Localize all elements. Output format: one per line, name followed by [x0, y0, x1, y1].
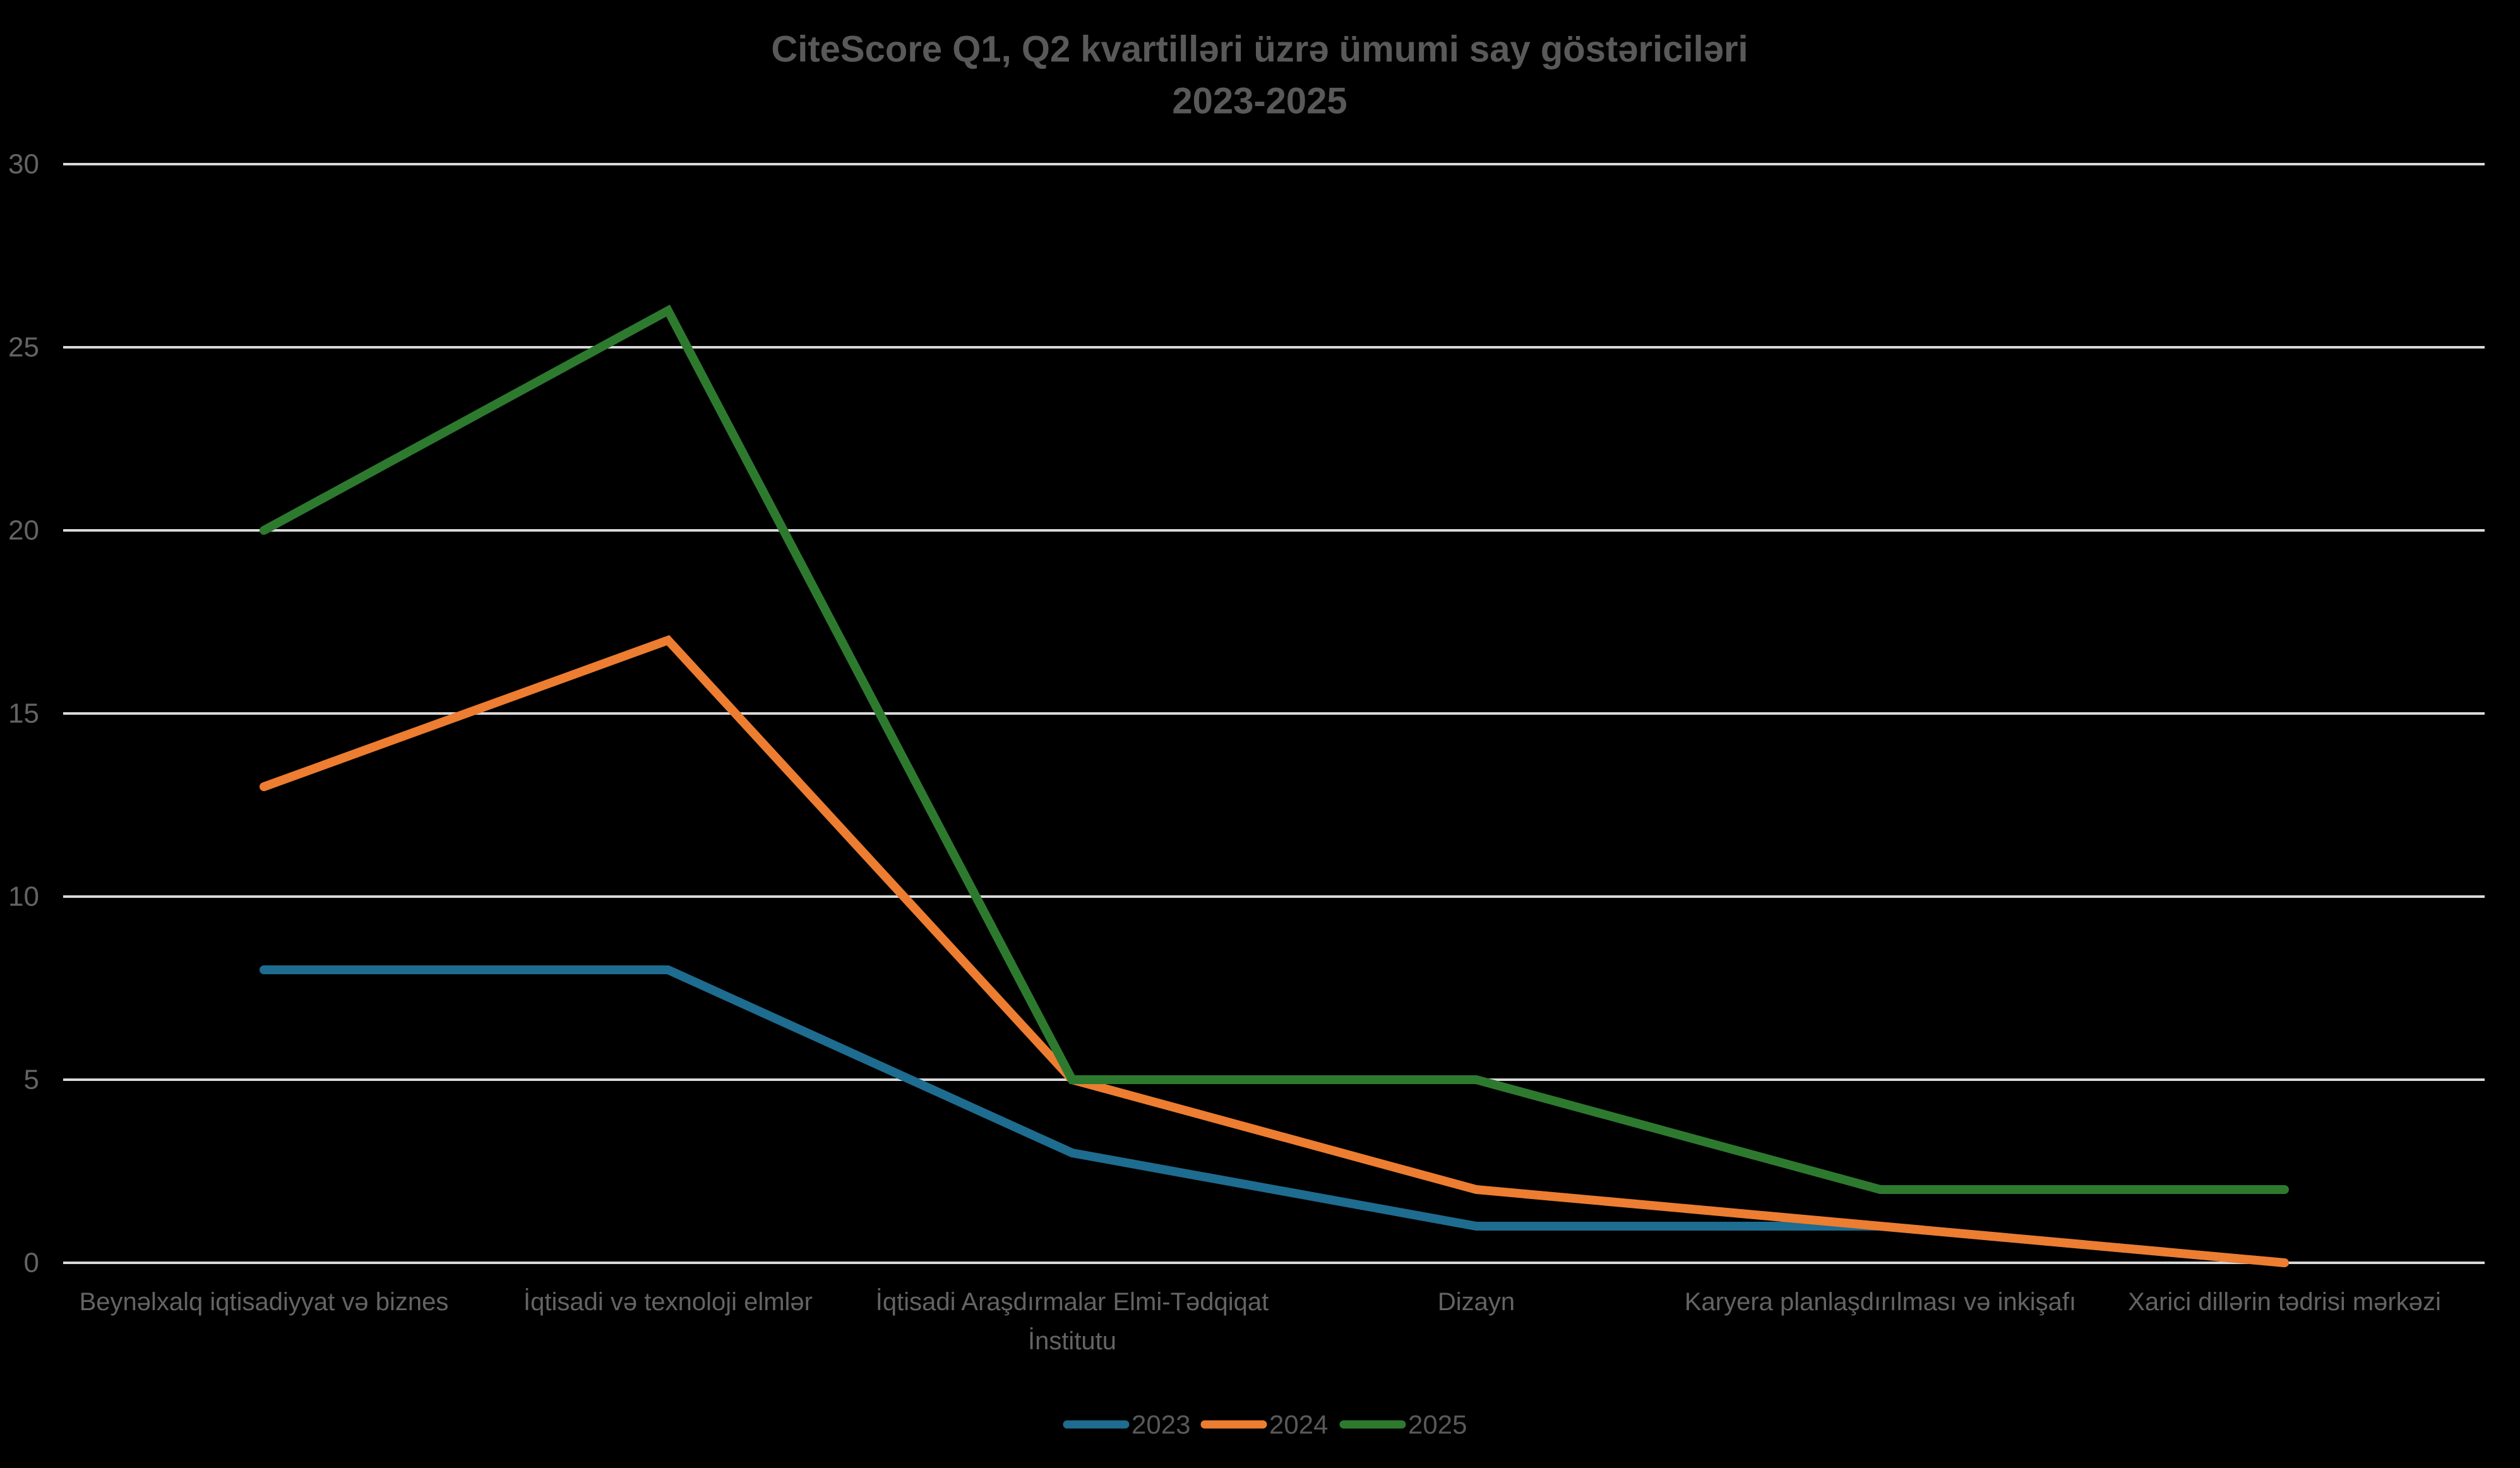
y-tick-label-25: 25: [8, 332, 39, 363]
gridlines: [63, 163, 2485, 1264]
legend: 2023 2024 2025: [1063, 1410, 1467, 1440]
x-category-label-6: Xarici dillərin tədrisi mərkəzi: [2128, 1288, 2441, 1316]
y-tick-label-10: 10: [8, 881, 39, 912]
x-category-label-2: İqtisadi və texnoloji elmlər: [523, 1287, 813, 1316]
y-axis-tick-labels: 0 5 10 15 20 25 30: [8, 149, 39, 1279]
legend-label-2024: 2024: [1269, 1410, 1328, 1440]
x-category-label-3-line2: İnstitutu: [1028, 1327, 1116, 1355]
y-tick-label-30: 30: [8, 149, 39, 180]
chart-title-line1: CiteScore Q1, Q2 kvartilləri üzrə ümumi …: [771, 29, 1748, 70]
chart-title-line2: 2023-2025: [1172, 81, 1347, 122]
series-lines: [260, 304, 2289, 1267]
legend-label-2025: 2025: [1408, 1410, 1467, 1440]
y-tick-label-15: 15: [8, 698, 39, 729]
y-tick-label-5: 5: [24, 1065, 39, 1095]
x-category-label-5: Karyera planlaşdırılması və inkişafı: [1685, 1288, 2076, 1316]
series-line-2024: [260, 635, 2289, 1267]
x-category-label-4: Dizayn: [1438, 1288, 1515, 1316]
x-category-label-3-line1: İqtisadi Araşdırmalar Elmi-Tədqiqat: [876, 1287, 1269, 1316]
y-tick-label-0: 0: [24, 1248, 39, 1279]
x-axis-category-labels: Beynəlxalq iqtisadiyyat və biznes İqtisad…: [80, 1287, 2441, 1355]
x-category-label-1: Beynəlxalq iqtisadiyyat və biznes: [80, 1288, 449, 1316]
y-tick-label-20: 20: [8, 515, 39, 546]
legend-item-2023: 2023: [1063, 1410, 1190, 1440]
series-line-2023: [260, 965, 2289, 1267]
legend-item-2025: 2025: [1339, 1410, 1467, 1440]
legend-item-2024: 2024: [1200, 1410, 1328, 1440]
series-line-2025: [260, 304, 2289, 1194]
legend-label-2023: 2023: [1132, 1410, 1190, 1440]
